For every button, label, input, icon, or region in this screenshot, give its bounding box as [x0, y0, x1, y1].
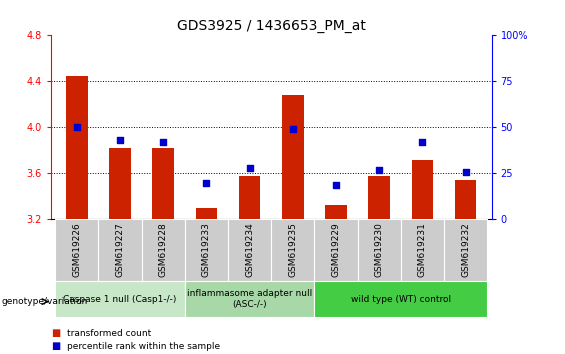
Point [332, 182, 341, 187]
Bar [228, 219, 271, 281]
Bar [368, 176, 390, 219]
Point [288, 126, 297, 132]
Text: genotype/variation: genotype/variation [1, 297, 88, 306]
Bar [142, 219, 185, 281]
Text: GSM619227: GSM619227 [115, 222, 124, 276]
Text: percentile rank within the sample: percentile rank within the sample [67, 342, 220, 351]
Title: GDS3925 / 1436653_PM_at: GDS3925 / 1436653_PM_at [177, 19, 366, 33]
Text: GSM619231: GSM619231 [418, 222, 427, 277]
Point [461, 169, 470, 175]
Point [202, 180, 211, 185]
Text: GSM619233: GSM619233 [202, 222, 211, 277]
Point [418, 139, 427, 145]
Text: GSM619235: GSM619235 [288, 222, 297, 277]
Point [245, 165, 254, 171]
Bar [153, 148, 174, 219]
Text: GSM619226: GSM619226 [72, 222, 81, 276]
Bar [314, 281, 487, 317]
Point [72, 125, 81, 130]
Bar [109, 148, 131, 219]
Bar [239, 176, 260, 219]
Text: GSM619229: GSM619229 [332, 222, 341, 276]
Bar [55, 219, 98, 281]
Text: wild type (WT) control: wild type (WT) control [351, 295, 451, 304]
Text: inflammasome adapter null
(ASC-/-): inflammasome adapter null (ASC-/-) [187, 290, 312, 309]
Bar [55, 281, 185, 317]
Bar [185, 281, 314, 317]
Point [159, 139, 168, 145]
Text: ■: ■ [51, 341, 60, 351]
Point [115, 137, 124, 143]
Text: GSM619232: GSM619232 [461, 222, 470, 276]
Bar [358, 219, 401, 281]
Bar [66, 76, 88, 219]
Bar [325, 205, 347, 219]
Bar [455, 181, 476, 219]
Bar [314, 219, 358, 281]
Bar [195, 208, 217, 219]
Text: transformed count: transformed count [67, 329, 151, 338]
Bar [282, 95, 303, 219]
Point [375, 167, 384, 173]
Text: GSM619228: GSM619228 [159, 222, 168, 276]
Bar [412, 160, 433, 219]
Text: GSM619230: GSM619230 [375, 222, 384, 277]
Text: Caspase 1 null (Casp1-/-): Caspase 1 null (Casp1-/-) [63, 295, 177, 304]
Text: ■: ■ [51, 329, 60, 338]
Bar [401, 219, 444, 281]
Bar [185, 219, 228, 281]
Bar [271, 219, 314, 281]
Bar [444, 219, 487, 281]
Bar [98, 219, 142, 281]
Text: GSM619234: GSM619234 [245, 222, 254, 276]
